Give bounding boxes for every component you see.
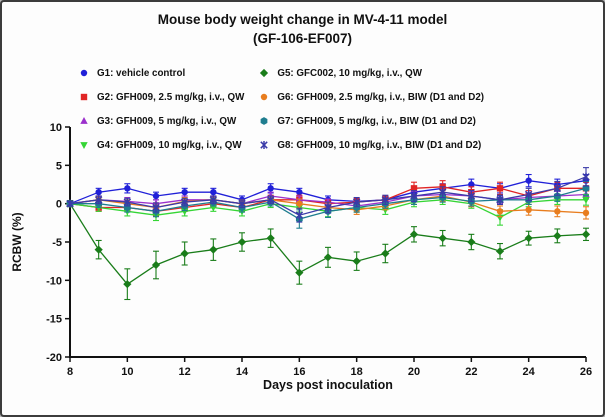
legend-label: G5: GFC002, 10 mg/kg, i.v., QW <box>277 67 422 79</box>
y-tick-label: -5 <box>52 237 62 249</box>
legend-item: G5: GFC002, 10 mg/kg, i.v., QW <box>256 66 484 80</box>
chart-legend: G1: vehicle control G2: GFH009, 2.5 mg/kg… <box>76 61 484 157</box>
x-tick-label: 24 <box>523 366 536 378</box>
legend-item: G4: GFH009, 10 mg/kg, i.v., QW <box>76 138 244 152</box>
chart-subtitle: (GF-106-EF007) <box>252 30 353 46</box>
chart-titles: Mouse body weight change in MV-4-11 mode… <box>2 11 603 49</box>
y-tick-label: -15 <box>46 314 62 326</box>
square-marker-icon <box>80 93 88 101</box>
triangle-down-marker-icon <box>80 142 88 149</box>
y-tick-label: 5 <box>56 160 62 172</box>
x-tick-label: 18 <box>351 366 363 378</box>
legend-item: G6: GFH009, 2.5 mg/kg, i.v., BIW (D1 and… <box>256 90 484 104</box>
triangle-up-marker-icon <box>80 117 88 124</box>
y-axis-label: RCBW (%) <box>10 212 24 272</box>
legend-item: G3: GFH009, 5 mg/kg, i.v., QW <box>76 114 244 128</box>
diamond-marker-icon <box>260 68 269 78</box>
circle-marker-icon <box>261 93 268 101</box>
legend-label: G2: GFH009, 2.5 mg/kg, i.v., QW <box>97 91 245 103</box>
x-marker-icon <box>260 141 269 149</box>
x-tick-label: 22 <box>465 366 477 378</box>
x-tick-label: 12 <box>179 366 191 378</box>
circle-marker-icon <box>80 69 88 77</box>
legend-item: G7: GFH009, 5 mg/kg, i.v., BIW (D1 and D… <box>256 114 484 128</box>
legend-item: G2: GFH009, 2.5 mg/kg, i.v., QW <box>76 90 244 104</box>
legend-label: G3: GFH009, 5 mg/kg, i.v., QW <box>97 115 237 127</box>
y-tick-label: -10 <box>46 275 62 287</box>
x-axis-label: Days post inoculation <box>263 378 393 392</box>
y-tick-label: 0 <box>56 199 62 211</box>
x-tick-label: 16 <box>293 366 305 378</box>
legend-item: G8: GFH009, 10 mg/kg, i.v., BIW (D1 and … <box>256 138 484 152</box>
x-tick-label: 26 <box>580 366 592 378</box>
legend-item: G1: vehicle control <box>76 66 244 80</box>
legend-label: G7: GFH009, 5 mg/kg, i.v., BIW (D1 and D… <box>277 115 476 127</box>
legend-label: G6: GFH009, 2.5 mg/kg, i.v., BIW (D1 and… <box>277 91 485 103</box>
y-tick-label: 10 <box>50 122 62 134</box>
legend-label: G1: vehicle control <box>97 67 186 79</box>
x-tick-label: 20 <box>408 366 420 378</box>
legend-label: G8: GFH009, 10 mg/kg, i.v., BIW (D1 and … <box>277 139 482 151</box>
chart-title: Mouse body weight change in MV-4-11 mode… <box>157 12 448 27</box>
x-tick-label: 8 <box>67 366 73 378</box>
hexagon-marker-icon <box>260 117 268 125</box>
legend-label: G4: GFH009, 10 mg/kg, i.v., QW <box>97 139 242 151</box>
x-tick-label: 10 <box>121 366 133 378</box>
y-tick-label: -20 <box>46 352 62 364</box>
x-tick-label: 14 <box>236 366 249 378</box>
